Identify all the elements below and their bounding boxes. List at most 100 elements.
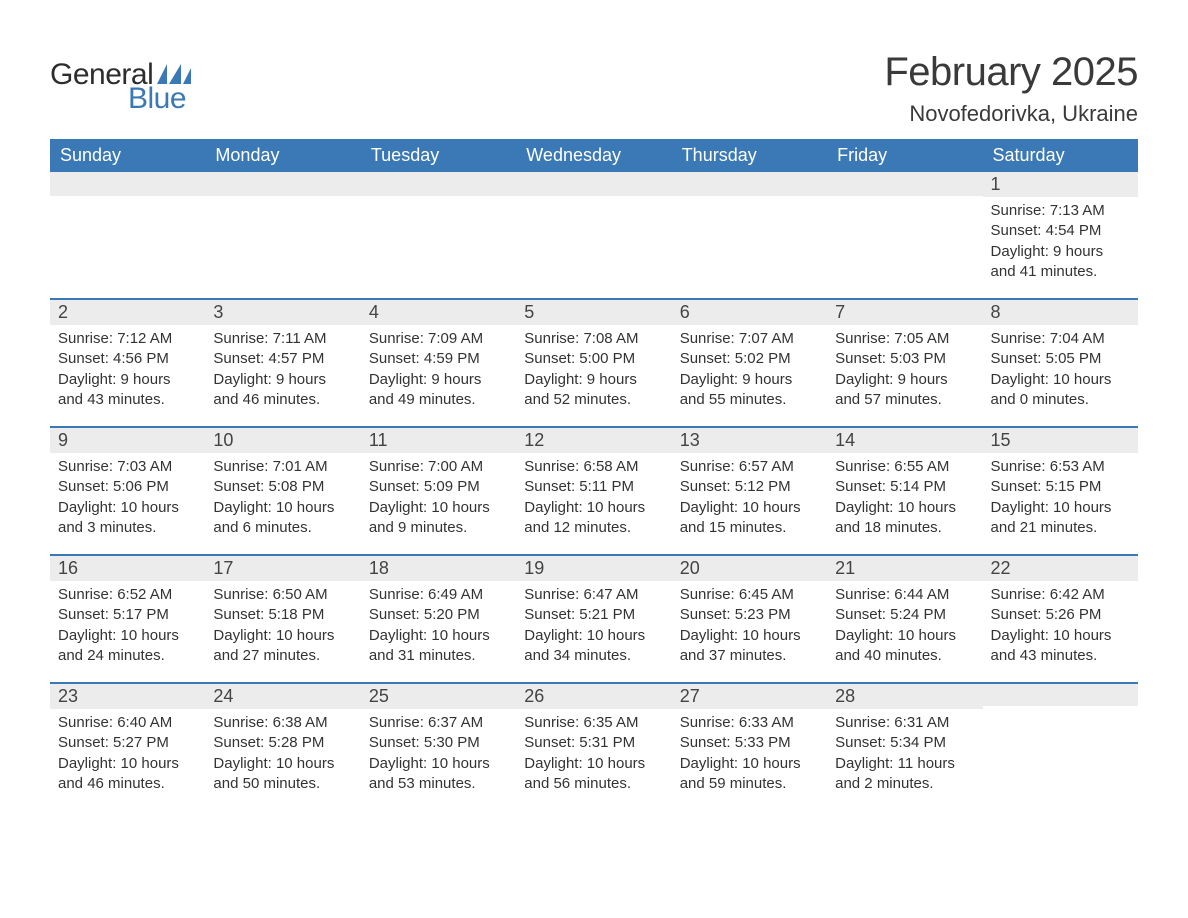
sunrise-text: Sunrise: 6:53 AM [991, 457, 1130, 477]
day-details: Sunrise: 6:47 AMSunset: 5:21 PMDaylight:… [516, 581, 671, 666]
daylight-text: Daylight: 11 hours and 2 minutes. [835, 754, 974, 795]
day-details: Sunrise: 7:12 AMSunset: 4:56 PMDaylight:… [50, 325, 205, 410]
sunrise-text: Sunrise: 6:42 AM [991, 585, 1130, 605]
day-details: Sunrise: 6:33 AMSunset: 5:33 PMDaylight:… [672, 709, 827, 794]
sunrise-text: Sunrise: 6:55 AM [835, 457, 974, 477]
day-number: 3 [205, 298, 360, 325]
sunrise-text: Sunrise: 6:47 AM [524, 585, 663, 605]
calendar-day-cell: 13Sunrise: 6:57 AMSunset: 5:12 PMDayligh… [672, 426, 827, 554]
calendar-day-cell: 7Sunrise: 7:05 AMSunset: 5:03 PMDaylight… [827, 298, 982, 426]
day-number: 2 [50, 298, 205, 325]
calendar-day-cell: 17Sunrise: 6:50 AMSunset: 5:18 PMDayligh… [205, 554, 360, 682]
daylight-text: Daylight: 10 hours and 53 minutes. [369, 754, 508, 795]
sunset-text: Sunset: 5:18 PM [213, 605, 352, 625]
calendar-day-cell: 1Sunrise: 7:13 AMSunset: 4:54 PMDaylight… [983, 172, 1138, 298]
day-number: 5 [516, 298, 671, 325]
sunset-text: Sunset: 5:20 PM [369, 605, 508, 625]
daylight-text: Daylight: 9 hours and 49 minutes. [369, 370, 508, 411]
calendar-week-row: 2Sunrise: 7:12 AMSunset: 4:56 PMDaylight… [50, 298, 1138, 426]
calendar-day-cell: 26Sunrise: 6:35 AMSunset: 5:31 PMDayligh… [516, 682, 671, 810]
day-number [827, 172, 982, 196]
sunrise-text: Sunrise: 7:01 AM [213, 457, 352, 477]
sunrise-text: Sunrise: 7:04 AM [991, 329, 1130, 349]
daylight-text: Daylight: 10 hours and 37 minutes. [680, 626, 819, 667]
calendar-week-row: 23Sunrise: 6:40 AMSunset: 5:27 PMDayligh… [50, 682, 1138, 810]
calendar-day-cell [983, 682, 1138, 810]
day-number: 12 [516, 426, 671, 453]
brand-flag-icon [157, 64, 191, 84]
day-details: Sunrise: 7:09 AMSunset: 4:59 PMDaylight:… [361, 325, 516, 410]
weekday-header-row: Sunday Monday Tuesday Wednesday Thursday… [50, 139, 1138, 172]
sunrise-text: Sunrise: 7:11 AM [213, 329, 352, 349]
sunset-text: Sunset: 5:14 PM [835, 477, 974, 497]
calendar-day-cell [827, 172, 982, 298]
daylight-text: Daylight: 10 hours and 3 minutes. [58, 498, 197, 539]
calendar-day-cell: 6Sunrise: 7:07 AMSunset: 5:02 PMDaylight… [672, 298, 827, 426]
daylight-text: Daylight: 10 hours and 40 minutes. [835, 626, 974, 667]
sunrise-text: Sunrise: 6:33 AM [680, 713, 819, 733]
calendar-day-cell: 8Sunrise: 7:04 AMSunset: 5:05 PMDaylight… [983, 298, 1138, 426]
day-details: Sunrise: 7:00 AMSunset: 5:09 PMDaylight:… [361, 453, 516, 538]
sunset-text: Sunset: 5:30 PM [369, 733, 508, 753]
calendar-day-cell: 2Sunrise: 7:12 AMSunset: 4:56 PMDaylight… [50, 298, 205, 426]
calendar-day-cell [50, 172, 205, 298]
day-details: Sunrise: 7:04 AMSunset: 5:05 PMDaylight:… [983, 325, 1138, 410]
day-number: 9 [50, 426, 205, 453]
calendar-day-cell: 24Sunrise: 6:38 AMSunset: 5:28 PMDayligh… [205, 682, 360, 810]
day-number: 28 [827, 682, 982, 709]
day-number [50, 172, 205, 196]
sunset-text: Sunset: 5:06 PM [58, 477, 197, 497]
weekday-header: Wednesday [516, 139, 671, 172]
daylight-text: Daylight: 10 hours and 6 minutes. [213, 498, 352, 539]
sunset-text: Sunset: 5:03 PM [835, 349, 974, 369]
calendar-day-cell: 9Sunrise: 7:03 AMSunset: 5:06 PMDaylight… [50, 426, 205, 554]
sunrise-text: Sunrise: 6:37 AM [369, 713, 508, 733]
calendar-day-cell: 28Sunrise: 6:31 AMSunset: 5:34 PMDayligh… [827, 682, 982, 810]
day-details: Sunrise: 7:07 AMSunset: 5:02 PMDaylight:… [672, 325, 827, 410]
day-number: 16 [50, 554, 205, 581]
sunset-text: Sunset: 5:00 PM [524, 349, 663, 369]
day-details: Sunrise: 6:58 AMSunset: 5:11 PMDaylight:… [516, 453, 671, 538]
sunset-text: Sunset: 5:12 PM [680, 477, 819, 497]
day-number [672, 172, 827, 196]
sunrise-text: Sunrise: 6:57 AM [680, 457, 819, 477]
sunrise-text: Sunrise: 7:05 AM [835, 329, 974, 349]
sunrise-text: Sunrise: 7:09 AM [369, 329, 508, 349]
calendar-week-row: 9Sunrise: 7:03 AMSunset: 5:06 PMDaylight… [50, 426, 1138, 554]
calendar-day-cell: 5Sunrise: 7:08 AMSunset: 5:00 PMDaylight… [516, 298, 671, 426]
calendar-day-cell: 10Sunrise: 7:01 AMSunset: 5:08 PMDayligh… [205, 426, 360, 554]
calendar-page: General Blue February 2025 Novofedorivka… [0, 0, 1188, 850]
day-number [983, 682, 1138, 706]
day-details: Sunrise: 6:40 AMSunset: 5:27 PMDaylight:… [50, 709, 205, 794]
day-number [516, 172, 671, 196]
brand-logo: General Blue [50, 50, 191, 114]
sunset-text: Sunset: 5:27 PM [58, 733, 197, 753]
sunset-text: Sunset: 5:34 PM [835, 733, 974, 753]
calendar-week-row: 16Sunrise: 6:52 AMSunset: 5:17 PMDayligh… [50, 554, 1138, 682]
daylight-text: Daylight: 9 hours and 41 minutes. [991, 242, 1130, 283]
sunset-text: Sunset: 5:15 PM [991, 477, 1130, 497]
sunrise-text: Sunrise: 6:50 AM [213, 585, 352, 605]
sunrise-text: Sunrise: 6:44 AM [835, 585, 974, 605]
sunset-text: Sunset: 4:57 PM [213, 349, 352, 369]
sunset-text: Sunset: 4:54 PM [991, 221, 1130, 241]
day-details: Sunrise: 7:01 AMSunset: 5:08 PMDaylight:… [205, 453, 360, 538]
sunrise-text: Sunrise: 6:45 AM [680, 585, 819, 605]
day-number: 19 [516, 554, 671, 581]
daylight-text: Daylight: 10 hours and 24 minutes. [58, 626, 197, 667]
day-number: 20 [672, 554, 827, 581]
daylight-text: Daylight: 10 hours and 9 minutes. [369, 498, 508, 539]
day-details: Sunrise: 6:49 AMSunset: 5:20 PMDaylight:… [361, 581, 516, 666]
calendar-day-cell: 23Sunrise: 6:40 AMSunset: 5:27 PMDayligh… [50, 682, 205, 810]
sunset-text: Sunset: 5:21 PM [524, 605, 663, 625]
calendar-day-cell: 15Sunrise: 6:53 AMSunset: 5:15 PMDayligh… [983, 426, 1138, 554]
day-number: 18 [361, 554, 516, 581]
day-number: 23 [50, 682, 205, 709]
day-details: Sunrise: 6:38 AMSunset: 5:28 PMDaylight:… [205, 709, 360, 794]
daylight-text: Daylight: 10 hours and 31 minutes. [369, 626, 508, 667]
calendar-table: Sunday Monday Tuesday Wednesday Thursday… [50, 139, 1138, 810]
day-details: Sunrise: 7:11 AMSunset: 4:57 PMDaylight:… [205, 325, 360, 410]
day-details: Sunrise: 7:05 AMSunset: 5:03 PMDaylight:… [827, 325, 982, 410]
calendar-day-cell: 18Sunrise: 6:49 AMSunset: 5:20 PMDayligh… [361, 554, 516, 682]
calendar-day-cell: 25Sunrise: 6:37 AMSunset: 5:30 PMDayligh… [361, 682, 516, 810]
